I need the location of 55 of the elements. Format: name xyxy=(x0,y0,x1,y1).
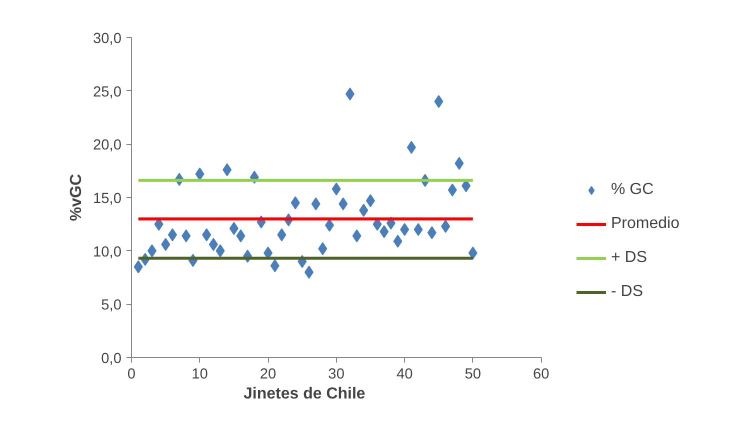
point xyxy=(182,229,191,242)
point xyxy=(441,220,450,233)
point xyxy=(468,246,478,260)
point xyxy=(216,244,225,258)
point xyxy=(161,238,170,251)
point xyxy=(208,238,218,251)
point xyxy=(222,163,232,176)
legend-label: % GC xyxy=(611,181,654,199)
point xyxy=(236,229,246,242)
point xyxy=(290,196,300,210)
point xyxy=(366,194,375,208)
point xyxy=(147,244,156,258)
legend-label: - DS xyxy=(611,283,643,301)
point xyxy=(270,259,280,272)
point xyxy=(427,226,436,240)
y-tick-label: 5,0 xyxy=(101,298,122,314)
point xyxy=(229,222,238,235)
x-tick-label: 10 xyxy=(192,366,208,382)
point xyxy=(338,197,348,210)
y-tick-label: 15,0 xyxy=(92,191,122,207)
point xyxy=(454,156,464,170)
x-tick-label: 50 xyxy=(464,366,482,382)
legend-label: Promedio xyxy=(611,215,680,233)
point xyxy=(195,168,204,181)
x-tick-label: 60 xyxy=(533,366,550,382)
x-tick-label: 40 xyxy=(396,366,413,382)
point xyxy=(393,234,402,248)
y-axis-title: %vGC xyxy=(68,173,85,222)
x-tick-label: 20 xyxy=(260,366,276,382)
point xyxy=(400,223,410,236)
x-tick-label: 0 xyxy=(127,366,136,382)
y-tick-label: 0,0 xyxy=(101,351,122,367)
point xyxy=(277,228,286,242)
point xyxy=(134,260,143,274)
point xyxy=(311,197,320,210)
x-tick-label: 30 xyxy=(328,366,344,382)
point xyxy=(434,95,444,108)
point xyxy=(332,182,341,196)
point xyxy=(352,229,362,242)
point xyxy=(414,223,423,236)
point xyxy=(380,225,389,238)
point xyxy=(448,184,457,197)
y-tick-label: 10,0 xyxy=(92,244,122,260)
y-tick-label: 30,0 xyxy=(92,31,122,47)
point xyxy=(318,242,328,256)
point xyxy=(202,228,212,242)
x-axis-title: Jinetes de Chile xyxy=(244,386,366,402)
y-tick-label: 25,0 xyxy=(92,84,122,100)
point xyxy=(406,140,416,154)
y-tick-label: 20,0 xyxy=(92,138,122,154)
point xyxy=(168,228,177,242)
point xyxy=(359,204,368,217)
point xyxy=(345,88,354,101)
point xyxy=(304,266,314,279)
legend-label: + DS xyxy=(611,249,648,267)
